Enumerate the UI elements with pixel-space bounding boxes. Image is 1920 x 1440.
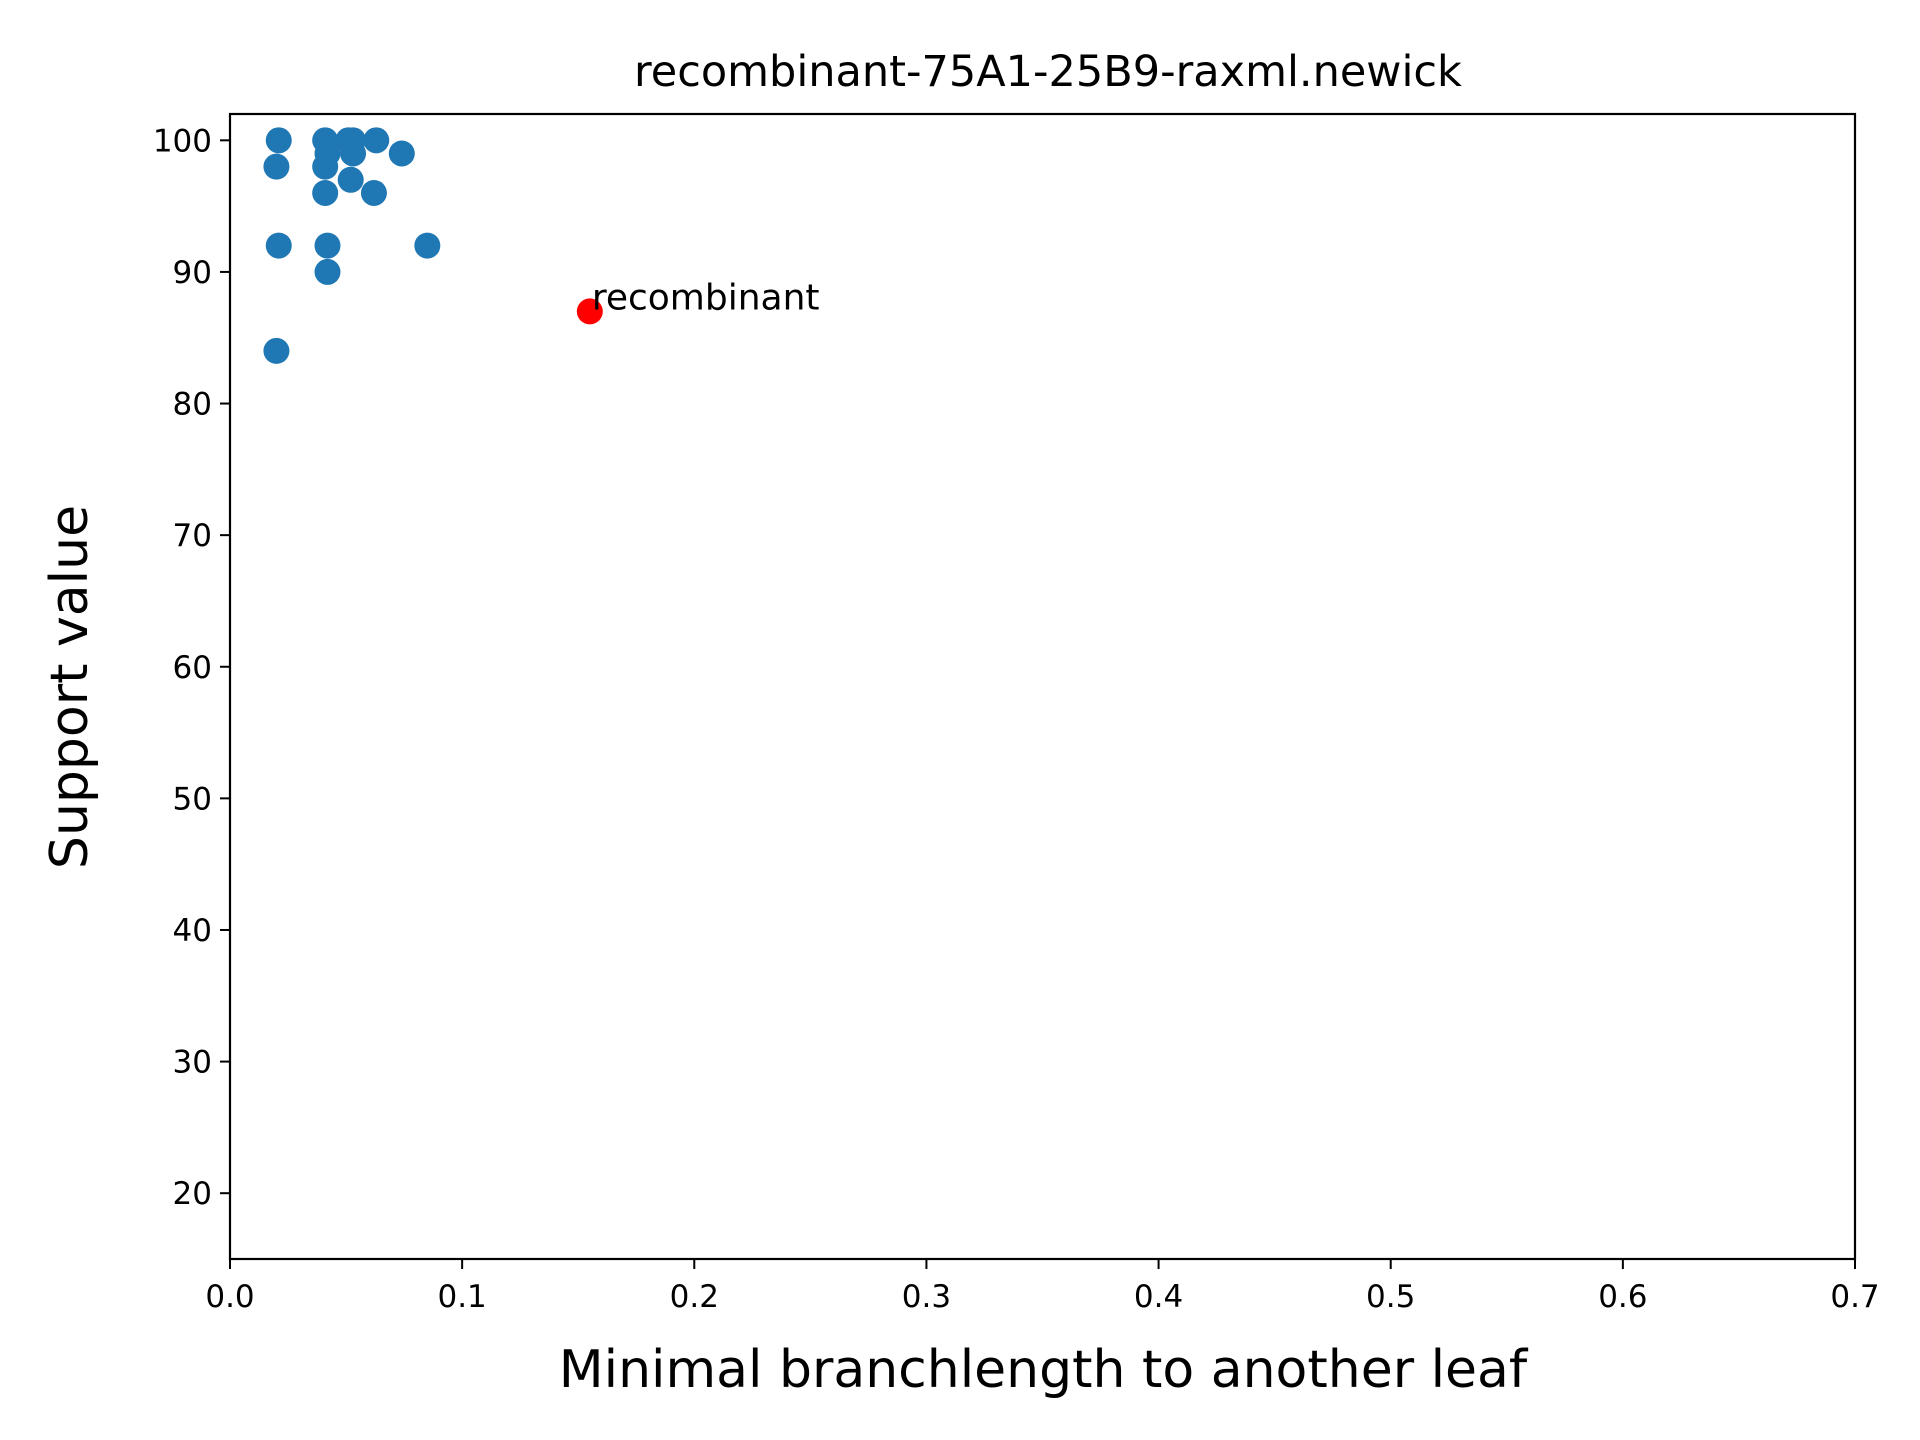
y-tick-label: 90 <box>173 255 212 291</box>
plot-area: recombinant <box>263 127 820 364</box>
x-axis: 0.0 0.1 0.2 0.3 0.4 0.5 0.6 0.7 <box>205 1259 1880 1315</box>
y-tick-label: 30 <box>173 1045 212 1081</box>
chart-title: recombinant-75A1-25B9-raxml.newick <box>634 47 1462 97</box>
plot-frame <box>228 112 1857 1261</box>
y-tick-label: 60 <box>173 650 212 686</box>
y-tick-label: 70 <box>173 518 212 554</box>
y-axis-label: Support value <box>40 505 100 869</box>
x-tick-label: 0.3 <box>902 1279 951 1315</box>
highlighted-point <box>576 298 603 325</box>
y-tick-label: 20 <box>173 1176 212 1212</box>
point-annotation: recombinant <box>592 277 820 318</box>
y-tick-label: 40 <box>173 913 212 949</box>
data-point <box>265 232 292 259</box>
data-point <box>360 179 387 206</box>
data-point <box>314 258 341 285</box>
data-point <box>414 232 441 259</box>
y-tick-label: 50 <box>173 781 212 817</box>
x-tick-label: 0.0 <box>205 1279 254 1315</box>
y-tick-label: 100 <box>153 123 212 159</box>
data-point <box>337 166 364 193</box>
data-point <box>314 232 341 259</box>
x-tick-label: 0.6 <box>1598 1279 1647 1315</box>
data-point <box>265 127 292 154</box>
x-tick-label: 0.4 <box>1134 1279 1183 1315</box>
data-point <box>363 127 390 154</box>
data-point <box>263 337 290 364</box>
x-tick-label: 0.5 <box>1366 1279 1415 1315</box>
x-axis-label: Minimal branchlength to another leaf <box>559 1340 1529 1400</box>
data-point <box>340 140 367 167</box>
data-point <box>312 153 339 180</box>
data-point <box>263 153 290 180</box>
y-tick-label: 80 <box>173 387 212 423</box>
x-tick-label: 0.1 <box>437 1279 486 1315</box>
y-axis: 20 30 40 50 60 70 80 90 100 <box>153 123 230 1212</box>
x-tick-label: 0.2 <box>670 1279 719 1315</box>
data-point <box>388 140 415 167</box>
data-point <box>312 179 339 206</box>
x-tick-label: 0.7 <box>1830 1279 1879 1315</box>
